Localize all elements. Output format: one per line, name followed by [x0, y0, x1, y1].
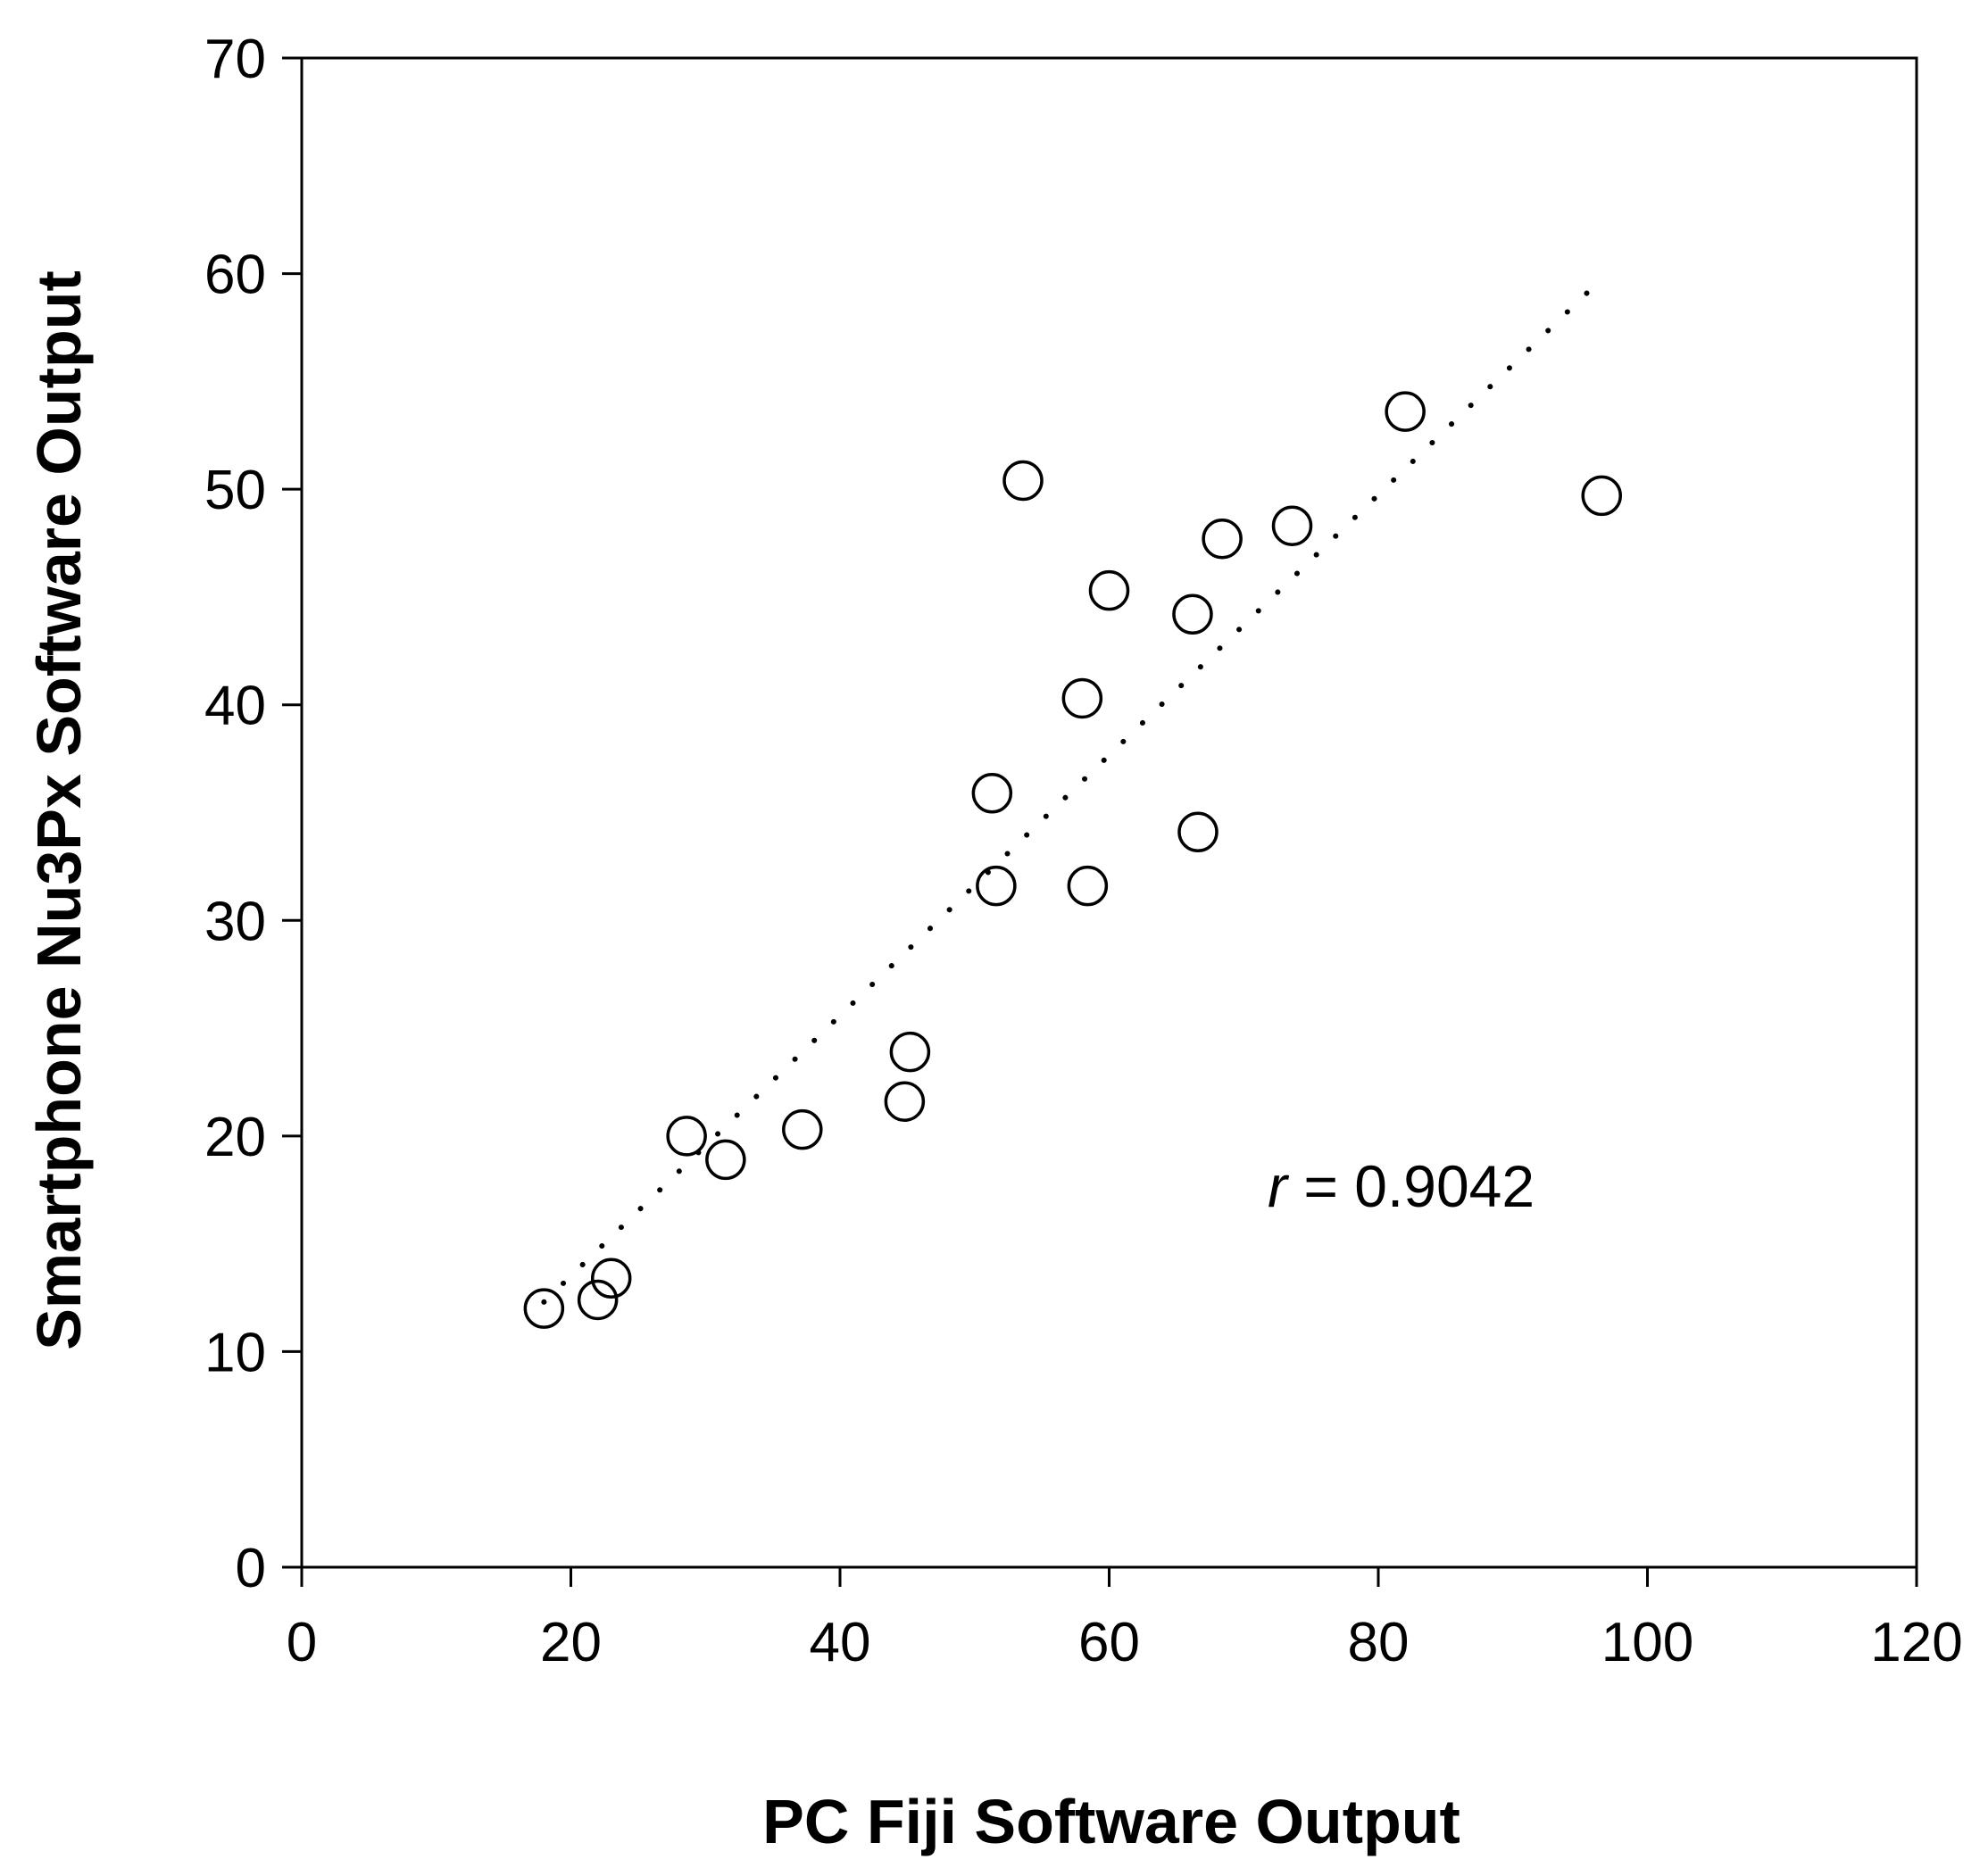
- data-point: [1067, 865, 1109, 907]
- data-point: [1088, 569, 1130, 611]
- data-point: [976, 865, 1017, 907]
- y-tick-label: 50: [204, 460, 266, 521]
- data-point: [705, 1139, 746, 1181]
- data-point: [1061, 677, 1103, 719]
- data-point: [523, 1288, 565, 1329]
- data-point: [1271, 505, 1313, 546]
- y-tick-label: 10: [204, 1322, 266, 1383]
- y-tick-label: 70: [204, 29, 266, 90]
- data-point: [1002, 460, 1044, 502]
- data-point: [1581, 475, 1622, 517]
- y-axis-title: Smartphone Nu3Px Software Output: [24, 270, 94, 1350]
- correlation-annotation: r = 0.9042: [1268, 1153, 1535, 1219]
- r-symbol: r: [1268, 1153, 1290, 1219]
- axis-ticks: 0 20 40 60 80 100 120 0 10 20 30 40 50 60 70: [204, 29, 1963, 1673]
- data-point: [666, 1116, 707, 1157]
- y-tick-label: 0: [236, 1538, 266, 1599]
- data-point: [1177, 811, 1219, 852]
- x-tick-label: 20: [540, 1612, 602, 1673]
- plot-frame: [300, 56, 1918, 1569]
- x-tick-label: 0: [287, 1612, 317, 1673]
- x-tick-label: 120: [1870, 1612, 1962, 1673]
- data-point: [1172, 594, 1213, 635]
- x-tick-label: 40: [810, 1612, 871, 1673]
- trendline-path: [541, 284, 1597, 1305]
- trendline: [541, 284, 1597, 1305]
- y-tick-label: 40: [204, 676, 266, 737]
- x-tick-label: 80: [1348, 1612, 1410, 1673]
- y-tick-label: 30: [204, 891, 266, 952]
- plot-border: [300, 56, 1918, 1569]
- data-point: [782, 1108, 823, 1150]
- data-point: [590, 1258, 632, 1299]
- x-axis-title: PC Fiji Software Output: [762, 1787, 1460, 1856]
- data-point: [1202, 518, 1243, 560]
- y-tick-label: 20: [204, 1107, 266, 1168]
- data-points: [523, 391, 1622, 1329]
- y-tick-label: 60: [204, 245, 266, 306]
- data-point: [889, 1031, 931, 1073]
- x-tick-label: 100: [1601, 1612, 1693, 1673]
- data-point: [1385, 391, 1426, 432]
- r-value: = 0.9042: [1287, 1153, 1535, 1219]
- data-point: [971, 773, 1013, 814]
- data-point: [884, 1081, 926, 1122]
- data-point: [577, 1279, 619, 1321]
- x-tick-label: 60: [1078, 1612, 1140, 1673]
